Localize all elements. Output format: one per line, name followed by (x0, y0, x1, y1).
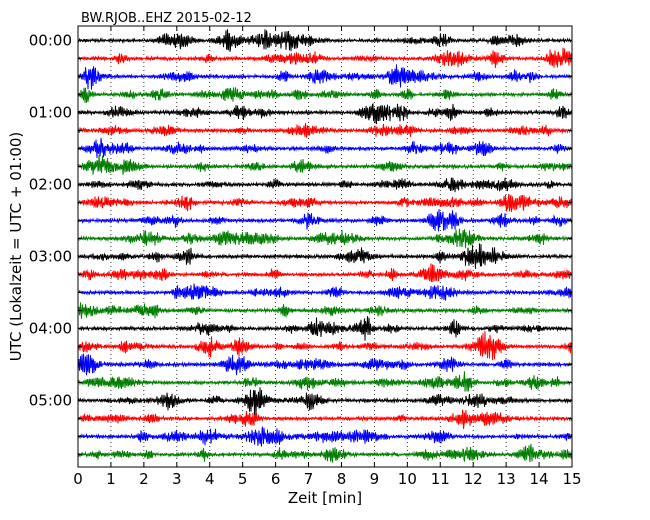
x-tick-label: 2 (139, 470, 149, 488)
seismic-trace (77, 87, 573, 103)
seismic-trace (77, 426, 573, 447)
seismic-trace (77, 409, 573, 429)
y-tick-label: 03:00 (29, 248, 72, 266)
x-tick-label: 3 (172, 470, 182, 488)
x-tick-label: 7 (304, 470, 314, 488)
vertical-grid (110, 26, 540, 467)
x-tick-label: 5 (238, 470, 248, 488)
y-tick-label: 01:00 (29, 104, 72, 122)
seismic-trace (77, 316, 573, 341)
x-tick-label: 12 (464, 470, 483, 488)
seismic-trace (77, 243, 573, 269)
seismic-trace (77, 29, 573, 52)
y-tick-label: 04:00 (29, 320, 72, 338)
seismic-traces (77, 29, 573, 463)
seismic-trace (77, 209, 573, 232)
seismic-trace (77, 302, 573, 319)
x-tick-label: 1 (106, 470, 116, 488)
x-axis-ticks: 0 1 2 3 4 5 6 7 8 9 10 11 12 13 14 15 (73, 26, 582, 488)
y-axis-ticks: 00:00 01:00 02:00 03:00 04:00 05:00 (29, 32, 572, 455)
seismic-trace (77, 387, 573, 416)
x-tick-label: 0 (73, 470, 83, 488)
seismic-trace (77, 137, 573, 158)
seismic-trace (77, 228, 573, 249)
chart-title: BW.RJOB..EHZ 2015-02-12 (81, 11, 252, 26)
plot-frame (77, 25, 573, 468)
y-tick-label: 05:00 (29, 392, 72, 410)
seismic-trace (77, 263, 573, 283)
y-tick-label: 00:00 (29, 32, 72, 50)
seismic-trace (77, 353, 573, 376)
seismic-trace (77, 47, 573, 69)
seismic-trace (77, 177, 573, 193)
x-tick-label: 13 (497, 470, 516, 488)
seismic-trace (77, 330, 573, 361)
seismic-trace (77, 103, 573, 125)
seismic-trace (77, 371, 573, 392)
seismic-trace (77, 443, 573, 463)
seismic-trace (77, 64, 573, 90)
x-axis-label: Zeit [min] (288, 489, 362, 507)
x-tick-label: 14 (530, 470, 549, 488)
y-axis-label: UTC (Lokalzeit = UTC + 01:00) (7, 132, 25, 362)
x-tick-label: 4 (205, 470, 215, 488)
x-tick-label: 10 (398, 470, 417, 488)
x-tick-label: 15 (562, 470, 581, 488)
x-tick-label: 8 (337, 470, 347, 488)
x-tick-label: 6 (271, 470, 281, 488)
seismic-trace (77, 193, 573, 212)
x-tick-label: 11 (431, 470, 450, 488)
seismic-trace (77, 122, 573, 138)
x-tick-label: 9 (370, 470, 380, 488)
seismic-trace (77, 283, 573, 301)
seismic-trace (77, 154, 573, 175)
y-tick-label: 02:00 (29, 176, 72, 194)
